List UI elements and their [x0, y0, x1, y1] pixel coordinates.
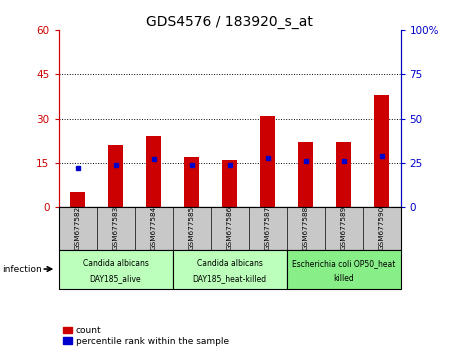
Bar [336, 142, 351, 207]
Bar [184, 157, 199, 207]
Text: DAY185_heat-killed: DAY185_heat-killed [193, 274, 266, 283]
Bar [287, 250, 400, 289]
Text: GSM677590: GSM677590 [378, 206, 384, 251]
Text: GSM677584: GSM677584 [150, 206, 157, 251]
Text: killed: killed [333, 274, 354, 283]
Bar [298, 142, 313, 207]
Bar [58, 250, 172, 289]
Legend: count, percentile rank within the sample: count, percentile rank within the sample [63, 326, 229, 346]
Text: GSM677585: GSM677585 [189, 206, 194, 251]
Text: Escherichia coli OP50_heat: Escherichia coli OP50_heat [292, 259, 395, 268]
Text: Candida albicans: Candida albicans [82, 259, 148, 268]
Text: GSM677588: GSM677588 [302, 206, 309, 251]
Title: GDS4576 / 183920_s_at: GDS4576 / 183920_s_at [146, 15, 313, 29]
Text: GSM677589: GSM677589 [341, 206, 346, 251]
Text: Candida albicans: Candida albicans [197, 259, 262, 268]
Text: GSM677586: GSM677586 [226, 206, 233, 251]
Bar [108, 145, 123, 207]
Bar [172, 250, 287, 289]
Text: GSM677582: GSM677582 [75, 206, 81, 251]
Bar [146, 136, 161, 207]
Text: infection: infection [2, 264, 42, 274]
Bar [260, 116, 275, 207]
Bar [222, 160, 237, 207]
Text: GSM677587: GSM677587 [265, 206, 270, 251]
Bar [374, 95, 389, 207]
Bar [70, 192, 85, 207]
Text: GSM677583: GSM677583 [112, 206, 118, 251]
Text: DAY185_alive: DAY185_alive [90, 274, 141, 283]
